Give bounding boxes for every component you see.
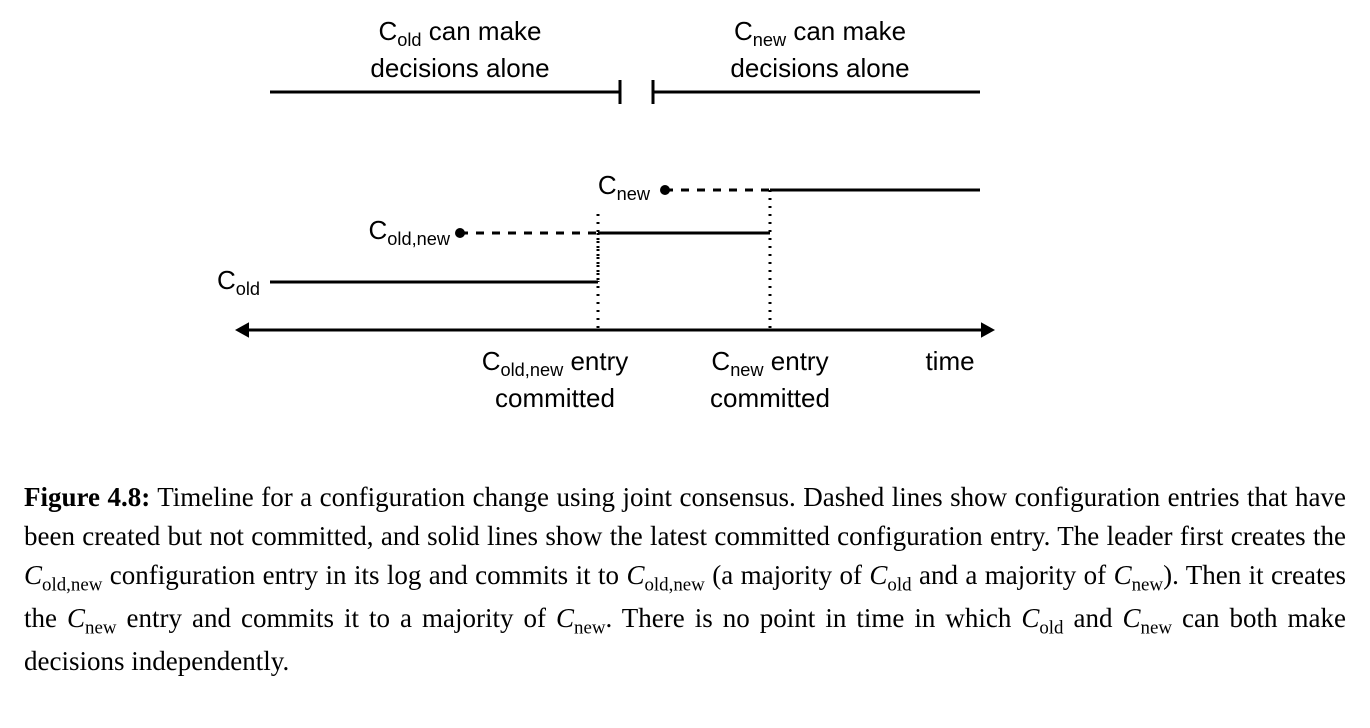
axis-oldnew-label: Cold,new entry committed — [445, 345, 665, 414]
top-right-label: Cnew can make decisions alone — [680, 15, 960, 84]
c-old-2: C — [1021, 603, 1039, 633]
figure-caption: Figure 4.8: Timeline for a configuration… — [24, 478, 1346, 681]
c-new-sub-2: new — [85, 617, 116, 638]
c-new-sub-4: new — [1141, 617, 1172, 638]
top-right-line1: Cnew can make — [734, 16, 906, 46]
row-coldnew-label: Cold,new — [330, 215, 450, 250]
top-left-line1: Cold can make — [378, 16, 541, 46]
c-new-2: C — [67, 603, 85, 633]
axis-cnew-line2: committed — [710, 383, 830, 413]
caption-mid6: . There is no point in time in which — [606, 603, 1022, 633]
axis-oldnew-line1: Cold,new entry — [482, 346, 629, 376]
axis-time-label: time — [910, 345, 990, 378]
top-left-line2: decisions alone — [370, 53, 549, 83]
caption-mid1: configuration entry in its log and commi… — [102, 560, 626, 590]
caption-intro: Timeline for a configuration change usin… — [24, 482, 1346, 551]
axis-cnew-label: Cnew entry committed — [680, 345, 860, 414]
top-right-line2: decisions alone — [730, 53, 909, 83]
caption-mid2: (a majority of — [705, 560, 870, 590]
axis-cnew-line1: Cnew entry — [711, 346, 828, 376]
c-oldnew-2: C — [626, 560, 644, 590]
figure-label: Figure 4.8: — [24, 482, 150, 512]
caption-mid5: entry and commits it to a majority of — [117, 603, 557, 633]
top-left-label: Cold can make decisions alone — [330, 15, 590, 84]
c-new-sub-1: new — [1132, 575, 1163, 596]
c-oldnew-sub-1: old,new — [42, 575, 102, 596]
diagram-container: Cold can make decisions alone Cnew can m… — [0, 0, 1370, 440]
caption-mid3: and a majority of — [912, 560, 1114, 590]
c-oldnew-sub-2: old,new — [644, 575, 704, 596]
row-cold-label: Cold — [180, 265, 260, 300]
c-new-4: C — [1123, 603, 1141, 633]
row-cnew-label: Cnew — [540, 170, 650, 205]
c-new-3: C — [556, 603, 574, 633]
c-old-1: C — [869, 560, 887, 590]
caption-mid7: and — [1064, 603, 1123, 633]
c-new-1: C — [1114, 560, 1132, 590]
c-old-sub-2: old — [1039, 617, 1063, 638]
c-new-sub-3: new — [574, 617, 605, 638]
c-oldnew-1: C — [24, 560, 42, 590]
axis-oldnew-line2: committed — [495, 383, 615, 413]
c-old-sub-1: old — [887, 575, 911, 596]
